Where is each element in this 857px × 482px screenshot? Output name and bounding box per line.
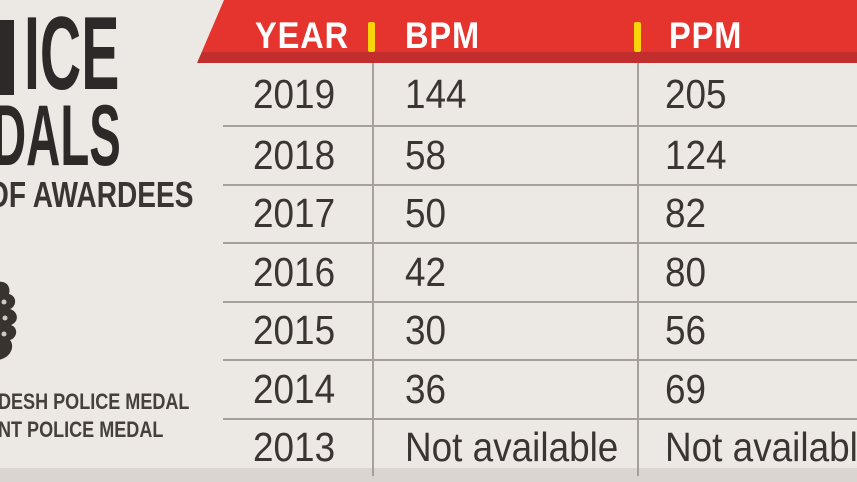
- year-value: 2019: [253, 70, 336, 117]
- bpm-cell: 42: [372, 244, 637, 301]
- ppm-value: 124: [665, 131, 727, 178]
- ppm-cell: Not available: [637, 419, 857, 476]
- year-value: 2013: [253, 424, 336, 471]
- ppm-cell: 82: [637, 185, 857, 242]
- year-cell: 2013: [223, 420, 372, 477]
- year-value: 2014: [253, 365, 336, 412]
- year-value: 2016: [253, 248, 336, 295]
- ppm-value: 205: [665, 70, 727, 117]
- year-value: 2017: [253, 190, 336, 237]
- year-cell: 2015: [223, 303, 372, 360]
- bpm-value: 144: [405, 70, 467, 117]
- ppm-value: Not available: [665, 424, 857, 471]
- bpm-cell: 58: [372, 127, 637, 184]
- bpm-value: 50: [405, 190, 447, 237]
- bpm-value: 36: [405, 365, 447, 412]
- column-header-ppm: PPM: [669, 15, 743, 56]
- cropped-letter-fragment: [0, 20, 14, 95]
- table-row: 2019 144 205: [223, 63, 857, 127]
- bpm-cell: 144: [372, 63, 637, 125]
- ppm-cell: 80: [637, 244, 857, 301]
- ppm-cell: 124: [637, 127, 857, 184]
- bpm-cell: 30: [372, 302, 637, 359]
- ppm-cell: 69: [637, 361, 857, 418]
- table-row: 2015 30 56: [223, 302, 857, 361]
- column-header-bpm: BPM: [405, 15, 481, 56]
- year-value: 2018: [253, 131, 336, 178]
- medal-illustration-icon: [0, 281, 17, 360]
- bpm-cell: 36: [372, 361, 637, 418]
- table-row: 2016 42 80: [223, 244, 857, 303]
- bpm-value: Not available: [405, 424, 619, 471]
- ppm-cell: 205: [637, 63, 857, 125]
- bpm-value: 42: [405, 248, 447, 295]
- headline-line-1: ICE: [24, 0, 120, 112]
- headline-subtitle: OF AWARDEES: [0, 174, 194, 215]
- bpm-cell: Not available: [372, 419, 637, 476]
- ppm-value: 82: [665, 190, 707, 237]
- year-cell: 2016: [223, 244, 372, 301]
- bpm-value: 30: [405, 307, 447, 354]
- table-row: 2017 50 82: [223, 185, 857, 244]
- legend-line-bpm: DESH POLICE MEDAL: [0, 389, 190, 414]
- bpm-value: 58: [405, 131, 447, 178]
- table-row: 2018 58 124: [223, 127, 857, 186]
- headline-line-2: DALS: [0, 88, 121, 184]
- table-row: 2014 36 69: [223, 361, 857, 420]
- legend-line-ppm: NT POLICE MEDAL: [0, 417, 164, 442]
- awardees-table: 2019 144 205 2018 58 124 2017 50 82 2016…: [223, 63, 857, 476]
- year-value: 2015: [253, 307, 336, 354]
- year-cell: 2017: [223, 186, 372, 243]
- bottom-edge-strip: [0, 468, 857, 482]
- yellow-bar-icon: [368, 22, 375, 52]
- ppm-cell: 56: [637, 302, 857, 359]
- table-header-band: YEAR BPM PPM: [197, 0, 857, 63]
- year-cell: 2014: [223, 361, 372, 418]
- table-row: 2013 Not available Not available: [223, 419, 857, 477]
- ppm-value: 56: [665, 307, 707, 354]
- yellow-bar-icon: [634, 22, 641, 52]
- column-header-year: YEAR: [255, 15, 349, 56]
- ppm-value: 80: [665, 248, 707, 295]
- ppm-value: 69: [665, 365, 707, 412]
- year-cell: 2019: [223, 63, 372, 125]
- bpm-cell: 50: [372, 185, 637, 242]
- year-cell: 2018: [223, 127, 372, 184]
